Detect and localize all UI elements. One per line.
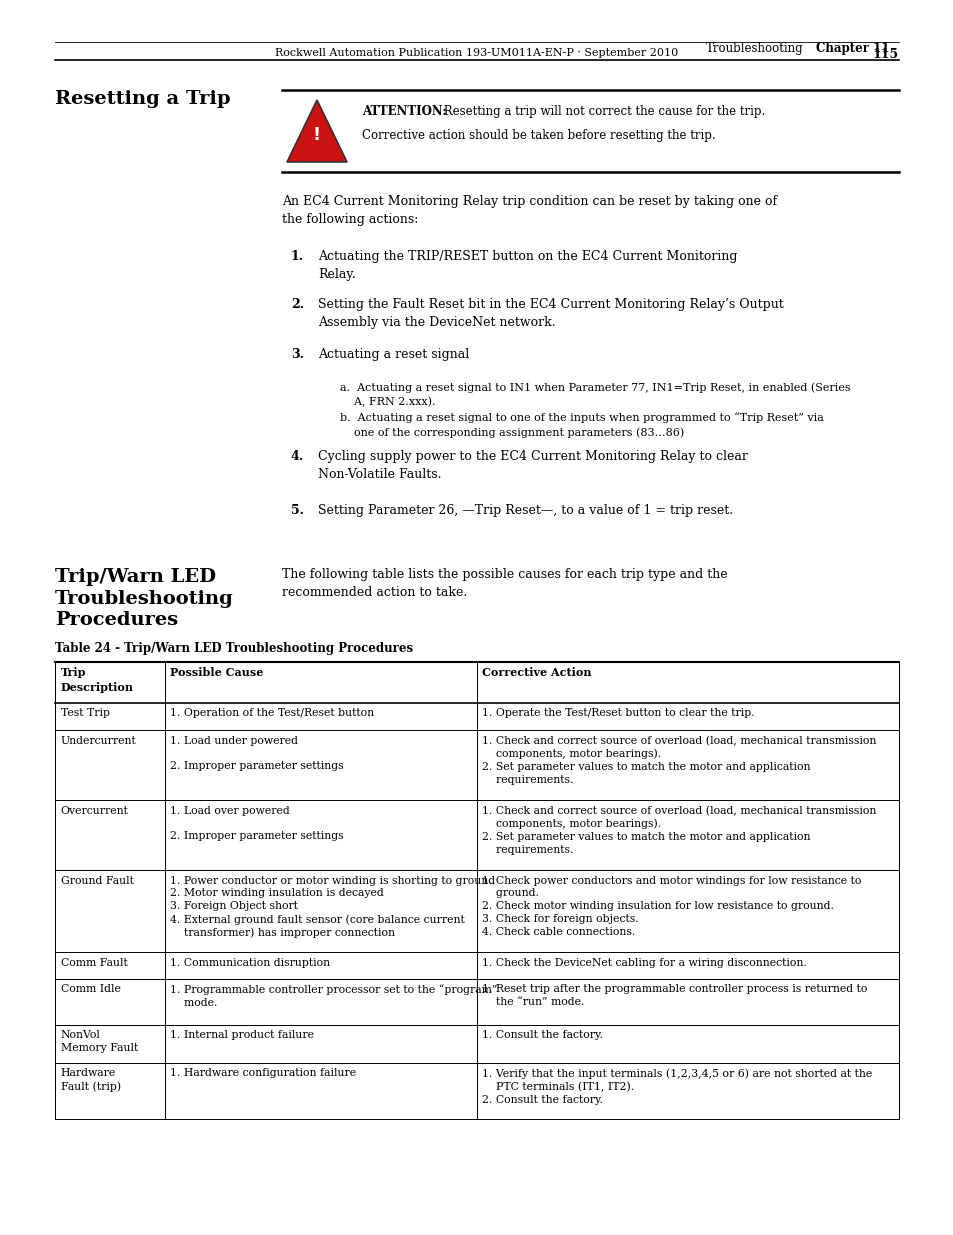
Text: 1. Hardware configuration failure: 1. Hardware configuration failure [170, 1068, 356, 1078]
Text: Cycling supply power to the EC4 Current Monitoring Relay to clear
Non-Volatile F: Cycling supply power to the EC4 Current … [317, 450, 747, 480]
Text: Rockwell Automation Publication 193-UM011A-EN-P · September 2010: Rockwell Automation Publication 193-UM01… [275, 48, 678, 58]
Text: 1. Programmable controller processor set to the “program”
    mode.: 1. Programmable controller processor set… [170, 984, 497, 1008]
Text: Trip
Description: Trip Description [60, 667, 133, 693]
Text: Chapter 11: Chapter 11 [815, 42, 888, 56]
Text: 2.: 2. [291, 298, 304, 311]
Text: Setting the Fault Reset bit in the EC4 Current Monitoring Relay’s Output
Assembl: Setting the Fault Reset bit in the EC4 C… [317, 298, 783, 329]
Text: 1. Reset trip after the programmable controller process is returned to
    the “: 1. Reset trip after the programmable con… [482, 984, 867, 1008]
Text: b.  Actuating a reset signal to one of the inputs when programmed to “Trip Reset: b. Actuating a reset signal to one of th… [339, 412, 823, 437]
Text: 5.: 5. [291, 504, 304, 517]
Text: Trip/Warn LED
Troubleshooting
Procedures: Trip/Warn LED Troubleshooting Procedures [55, 568, 233, 629]
Text: 1. Check the DeviceNet cabling for a wiring disconnection.: 1. Check the DeviceNet cabling for a wir… [482, 957, 806, 967]
Text: 1. Operate the Test/Reset button to clear the trip.: 1. Operate the Test/Reset button to clea… [482, 709, 755, 719]
Text: The following table lists the possible causes for each trip type and the
recomme: The following table lists the possible c… [282, 568, 727, 599]
Text: 1. Check and correct source of overload (load, mechanical transmission
    compo: 1. Check and correct source of overload … [482, 736, 876, 785]
Text: 1. Operation of the Test/Reset button: 1. Operation of the Test/Reset button [170, 709, 374, 719]
Text: Corrective Action: Corrective Action [482, 667, 592, 678]
Text: 1. Internal product failure: 1. Internal product failure [170, 1030, 314, 1041]
Text: Resetting a Trip: Resetting a Trip [55, 90, 231, 107]
Text: 4.: 4. [291, 450, 304, 463]
Text: 1. Consult the factory.: 1. Consult the factory. [482, 1030, 603, 1041]
Text: 1. Communication disruption: 1. Communication disruption [170, 957, 330, 967]
Polygon shape [287, 100, 347, 162]
Text: 1. Load under powered

2. Improper parameter settings: 1. Load under powered 2. Improper parame… [170, 736, 343, 771]
Text: Actuating the TRIP/RESET button on the EC4 Current Monitoring
Relay.: Actuating the TRIP/RESET button on the E… [317, 249, 737, 282]
Text: ATTENTION:: ATTENTION: [361, 105, 446, 119]
Text: !: ! [313, 126, 321, 144]
Text: Ground Fault: Ground Fault [60, 876, 133, 885]
Text: Table 24 - Trip/Warn LED Troubleshooting Procedures: Table 24 - Trip/Warn LED Troubleshooting… [55, 642, 413, 655]
Text: Troubleshooting: Troubleshooting [705, 42, 803, 56]
Text: Test Trip: Test Trip [60, 709, 110, 719]
Text: 3.: 3. [291, 348, 304, 361]
Text: 1.: 1. [291, 249, 304, 263]
Text: Hardware
Fault (trip): Hardware Fault (trip) [60, 1068, 120, 1092]
Text: 1. Power conductor or motor winding is shorting to ground
2. Motor winding insul: 1. Power conductor or motor winding is s… [170, 876, 495, 939]
Text: An EC4 Current Monitoring Relay trip condition can be reset by taking one of
the: An EC4 Current Monitoring Relay trip con… [282, 195, 777, 226]
Text: 1. Check power conductors and motor windings for low resistance to
    ground.
2: 1. Check power conductors and motor wind… [482, 876, 861, 936]
Text: Corrective action should be taken before resetting the trip.: Corrective action should be taken before… [361, 128, 715, 142]
Text: Resetting a trip will not correct the cause for the trip.: Resetting a trip will not correct the ca… [439, 105, 764, 119]
Text: Possible Cause: Possible Cause [170, 667, 263, 678]
Text: Comm Idle: Comm Idle [60, 984, 120, 994]
Text: 115: 115 [872, 48, 898, 61]
Text: 1. Verify that the input terminals (1,2,3,4,5 or 6) are not shorted at the
    P: 1. Verify that the input terminals (1,2,… [482, 1068, 872, 1105]
Text: Setting Parameter 26, —Trip Reset—, to a value of 1 = trip reset.: Setting Parameter 26, —Trip Reset—, to a… [317, 504, 732, 517]
Text: 1. Check and correct source of overload (load, mechanical transmission
    compo: 1. Check and correct source of overload … [482, 805, 876, 855]
Text: a.  Actuating a reset signal to IN1 when Parameter 77, IN1=Trip Reset, in enable: a. Actuating a reset signal to IN1 when … [339, 382, 850, 408]
Text: NonVol
Memory Fault: NonVol Memory Fault [60, 1030, 137, 1053]
Text: Overcurrent: Overcurrent [60, 805, 129, 815]
Text: Actuating a reset signal: Actuating a reset signal [317, 348, 469, 361]
Text: 1. Load over powered

2. Improper parameter settings: 1. Load over powered 2. Improper paramet… [170, 805, 343, 841]
Text: Undercurrent: Undercurrent [60, 736, 136, 746]
Text: Comm Fault: Comm Fault [60, 957, 127, 967]
